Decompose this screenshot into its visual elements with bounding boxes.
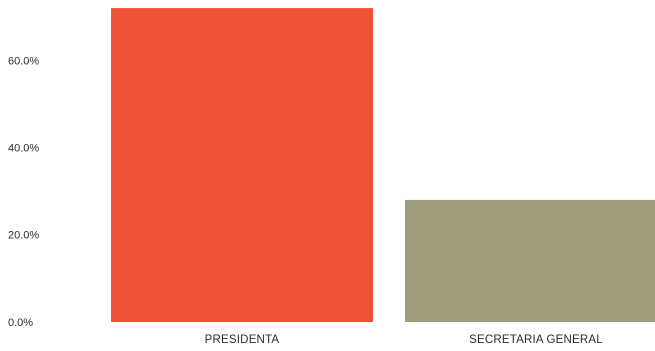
y-tick-label: 0.0% [8, 317, 33, 329]
y-tick-label: 40.0% [8, 143, 39, 155]
x-axis: PRESIDENTA SECRETARIA GENERAL [205, 334, 603, 346]
x-category-label: SECRETARIA GENERAL [469, 334, 603, 346]
y-axis: 0.0% 20.0% 40.0% 60.0% [8, 55, 39, 329]
bar-secretaria-general[interactable] [405, 199, 655, 322]
y-tick-label: 20.0% [8, 230, 39, 242]
y-tick-label: 60.0% [8, 55, 39, 67]
bar-presidenta[interactable] [111, 8, 373, 323]
x-category-label: PRESIDENTA [205, 334, 280, 346]
bars [111, 8, 655, 323]
